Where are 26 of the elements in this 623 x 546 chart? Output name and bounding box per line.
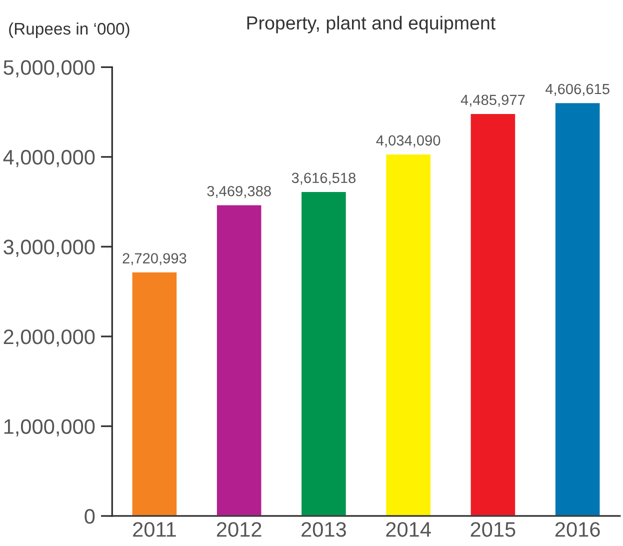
data-label: 4,034,090 <box>376 135 440 148</box>
x-tick-label: 2014 <box>386 522 431 537</box>
x-tick-label: 2012 <box>216 522 262 537</box>
bar <box>384 153 432 516</box>
data-label: 2,720,993 <box>122 253 186 266</box>
y-tick-label: 0 <box>84 508 95 524</box>
y-tick-label: 1,000,000 <box>4 419 95 436</box>
chart-title: Property, plant and equipment <box>247 16 496 34</box>
bar <box>300 190 348 516</box>
data-label: 4,606,615 <box>545 84 610 96</box>
data-label: 4,485,977 <box>460 94 525 107</box>
bar <box>554 102 602 516</box>
data-label: 3,616,518 <box>292 172 356 185</box>
x-tick-label: 2016 <box>555 522 600 537</box>
y-tick-label: 5,000,000 <box>4 60 95 78</box>
y-axis-title: (Rupees in ‘000) <box>9 22 130 38</box>
y-tick-label: 4,000,000 <box>3 150 95 168</box>
x-tick-label: 2011 <box>133 522 176 537</box>
bar <box>469 112 516 516</box>
y-tick-label: 3,000,000 <box>4 240 95 257</box>
bar <box>130 271 178 516</box>
x-tick-label: 2015 <box>470 522 516 537</box>
x-tick-label: 2013 <box>302 522 346 537</box>
data-label: 3,469,388 <box>207 186 271 198</box>
y-tick-label: 2,000,000 <box>4 329 95 347</box>
bar <box>216 204 263 516</box>
